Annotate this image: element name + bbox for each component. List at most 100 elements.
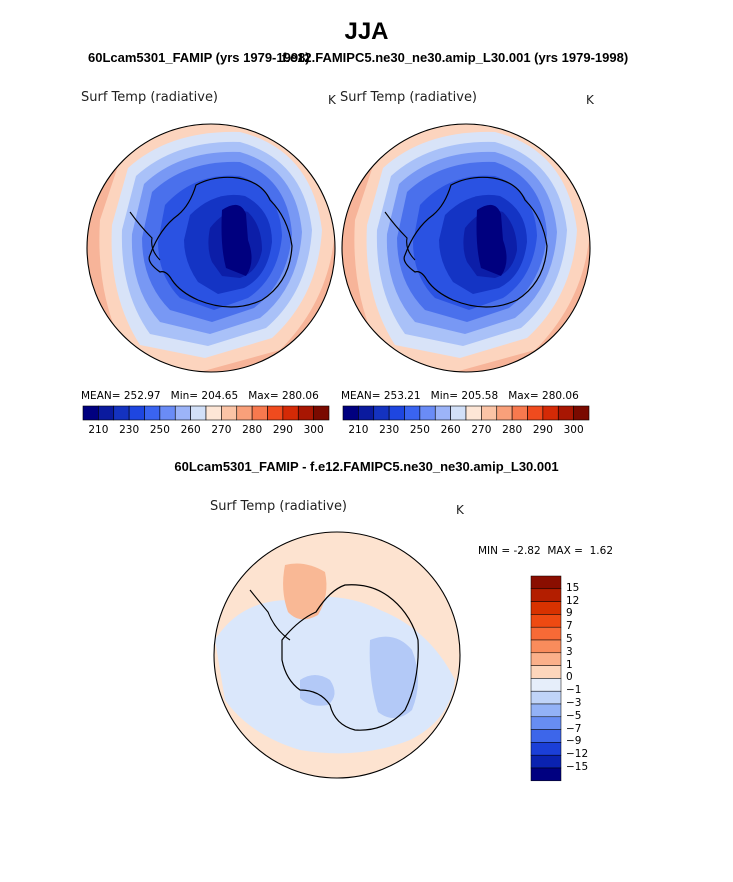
left-colorbar-tick-label: 250 [149, 424, 170, 436]
difference-legend-cell [530, 575, 562, 590]
difference-title: 60Lcam5301_FAMIP - f.e12.FAMIPC5.ne30_ne… [174, 459, 559, 474]
difference-legend-level-label: 15 [566, 581, 580, 594]
right-max-label: Max= [508, 390, 539, 402]
left-min-value: 204.65 [201, 390, 239, 402]
left-variable-label: Surf Temp (radiative) [81, 90, 219, 105]
difference-legend-cell [530, 767, 562, 782]
difference-legend-level-label: 1 [566, 658, 573, 671]
difference-peninsula-coastline [249, 589, 291, 641]
right-colorbar [342, 405, 590, 421]
left-colorbar-cell [267, 405, 284, 421]
difference-legend-level-label: −12 [566, 748, 589, 761]
right-colorbar-cell [573, 405, 590, 421]
difference-legend-cell [530, 754, 562, 769]
left-colorbar-cell [144, 405, 161, 421]
left-colorbar-cell [236, 405, 253, 421]
right-colorbar-cell [419, 405, 436, 421]
difference-legend-level-label: −3 [566, 697, 582, 709]
difference-legend-cell [530, 742, 562, 756]
left-colorbar-cell [159, 405, 176, 421]
right-colorbar-tick-label: 250 [409, 424, 430, 436]
difference-legend-cell [530, 639, 562, 654]
difference-legend-level-label: 12 [566, 594, 580, 607]
left-colorbar-cell [251, 405, 268, 421]
right-case-title: f.e12.FAMIPC5.ne30_ne30.amip_L30.001 (yr… [282, 50, 629, 65]
left-colorbar-cell [174, 405, 191, 421]
left-units-label: K [328, 93, 336, 107]
right-colorbar-cell [496, 405, 513, 421]
left-colorbar-tick-label: 280 [242, 424, 263, 436]
right-colorbar-cell [342, 405, 359, 421]
right-colorbar-cell [450, 405, 467, 421]
right-colorbar-cell [527, 405, 544, 421]
left-max-label: Max= [248, 390, 279, 402]
difference-legend-cell [530, 678, 562, 692]
right-colorbar-cell [511, 405, 528, 421]
right-min-label: Min= [430, 390, 459, 402]
left-map [87, 124, 335, 372]
left-case-title: 60Lcam5301_FAMIP (yrs 1979-1998) [88, 50, 310, 65]
right-map [342, 124, 590, 372]
right-colorbar-tick-label: 260 [440, 424, 461, 436]
right-colorbar-tick-label: 270 [471, 424, 492, 436]
right-colorbar-tick-label: 290 [532, 424, 553, 436]
left-colorbar-cell [190, 405, 207, 421]
left-colorbar-cell [282, 405, 299, 421]
left-colorbar [82, 405, 330, 421]
right-colorbar-tick-label: 230 [379, 424, 400, 436]
difference-units-label: K [456, 503, 464, 517]
left-peninsula-coastline [129, 211, 161, 261]
right-colorbar-cell [557, 405, 574, 421]
right-colorbar-cell [434, 405, 451, 421]
difference-min-label: MIN = [478, 545, 511, 557]
right-variable-label: Surf Temp (radiative) [340, 90, 478, 105]
left-colorbar-cell [297, 405, 314, 421]
left-colorbar-cell [82, 405, 99, 421]
left-mean-label: MEAN= [81, 390, 121, 402]
left-max-value: 280.06 [282, 390, 319, 402]
difference-map [214, 532, 460, 778]
left-colorbar-cell [313, 405, 330, 421]
difference-max-label: MAX = [547, 545, 583, 557]
difference-legend-level-label: 0 [566, 671, 573, 684]
left-colorbar-tick-label: 230 [119, 424, 140, 436]
figure-title: JJA [344, 18, 389, 45]
left-stats: MEAN= 252.97 Min= 204.65 Max= 280.06 [81, 390, 319, 402]
right-colorbar-cell [404, 405, 421, 421]
left-antarctica-coastline [148, 176, 293, 308]
difference-legend-cell [530, 626, 562, 641]
difference-legend-cell [530, 614, 562, 628]
left-colorbar-tick-label: 270 [211, 424, 232, 436]
left-colorbar-cell [205, 405, 222, 421]
right-max-value: 280.06 [542, 390, 579, 402]
right-colorbar-cell [481, 405, 498, 421]
difference-legend-level-label: 9 [566, 607, 573, 620]
left-min-label: Min= [170, 390, 199, 402]
left-colorbar-tick-label: 290 [272, 424, 293, 436]
difference-legend-level-label: −1 [566, 684, 582, 697]
difference-legend-cell [530, 729, 562, 743]
right-stats: MEAN= 253.21 Min= 205.58 Max= 280.06 [341, 390, 579, 402]
difference-variable-label: Surf Temp (radiative) [210, 499, 348, 514]
left-colorbar-tick-label: 210 [88, 424, 109, 436]
right-colorbar-cell [358, 405, 375, 421]
left-colorbar-tick-label: 260 [180, 424, 201, 436]
right-colorbar-tick-label: 300 [563, 424, 584, 436]
difference-legend-level-label: 3 [566, 645, 573, 658]
right-colorbar-cell [388, 405, 405, 421]
right-colorbar-cell [465, 405, 482, 421]
left-colorbar-cell [128, 405, 145, 421]
right-colorbar-tick-label: 210 [348, 424, 369, 436]
right-mean-value: 253.21 [383, 390, 421, 402]
difference-legend-level-label: 5 [566, 633, 573, 645]
right-colorbar-cell [542, 405, 559, 421]
difference-min-value: -2.82 [513, 545, 541, 557]
difference-legend-level-label: −7 [566, 722, 582, 735]
difference-legend-level-label: −15 [566, 761, 589, 773]
right-mean-label: MEAN= [341, 390, 381, 402]
difference-antarctica-coastline [281, 584, 419, 731]
difference-legend-level-label: −9 [566, 735, 582, 748]
left-colorbar-tick-label: 300 [303, 424, 324, 436]
difference-legend-cell [530, 690, 562, 705]
